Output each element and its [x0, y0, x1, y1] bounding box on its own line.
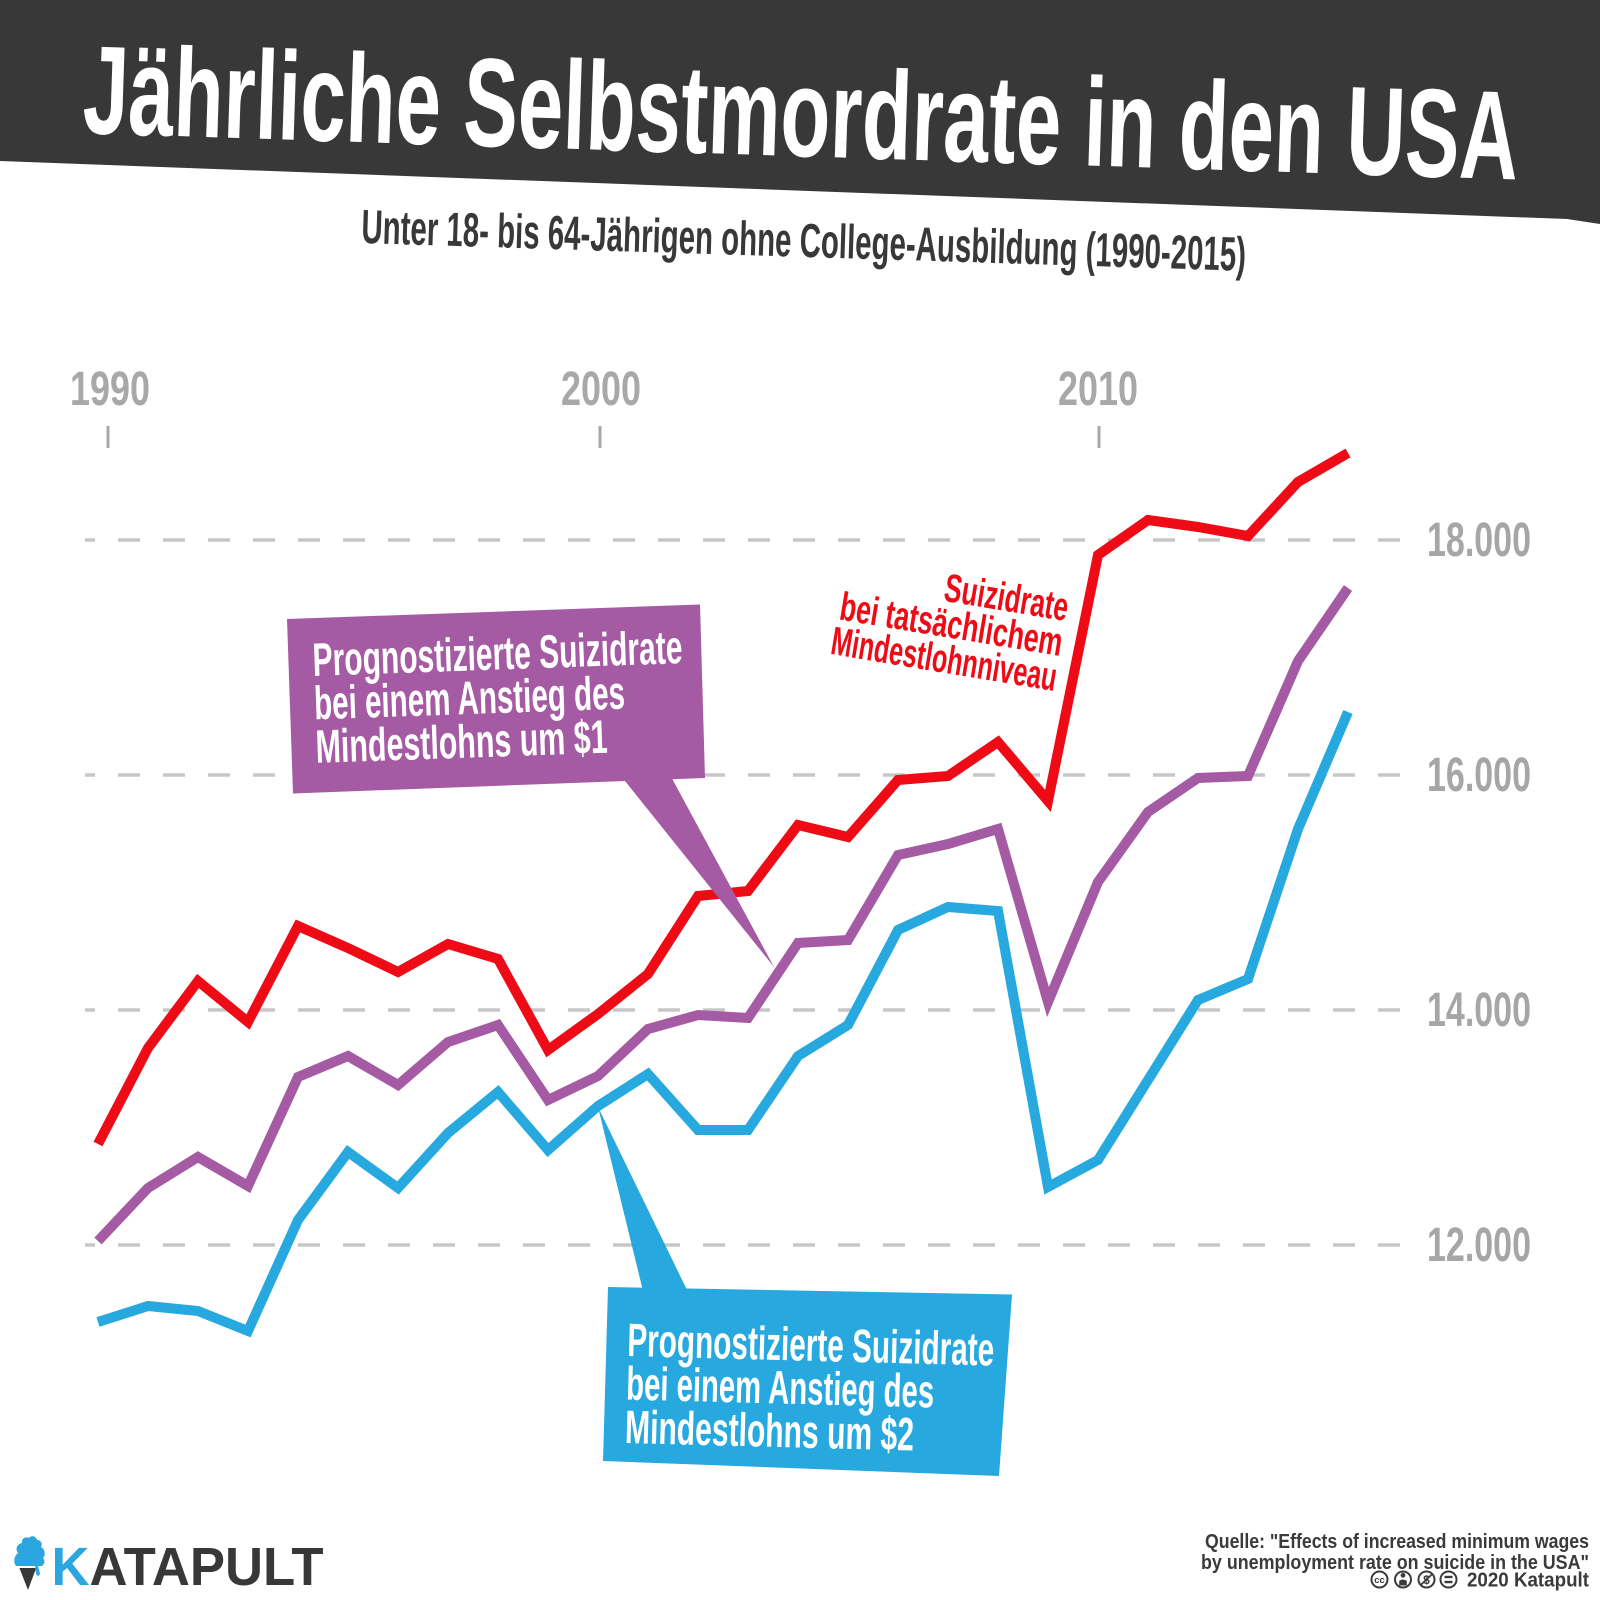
svg-text:Prognostizierte Suizidrate: Prognostizierte Suizidrate: [312, 620, 684, 686]
svg-text:Mindestlohns um $2: Mindestlohns um $2: [624, 1400, 914, 1461]
svg-text:14.000: 14.000: [1427, 984, 1531, 1037]
svg-text:2000: 2000: [561, 363, 641, 416]
svg-text:16.000: 16.000: [1427, 749, 1531, 802]
svg-text:12.000: 12.000: [1427, 1219, 1531, 1272]
svg-text:2010: 2010: [1058, 363, 1138, 416]
svg-text:by unemployment rate on suicid: by unemployment rate on suicide in the U…: [1201, 1552, 1589, 1574]
svg-text:Prognostizierte Suizidrate: Prognostizierte Suizidrate: [627, 1313, 995, 1376]
svg-text:cc: cc: [1374, 1575, 1385, 1586]
svg-text:KATAPULT: KATAPULT: [52, 1537, 324, 1597]
svg-text:1990: 1990: [70, 363, 150, 416]
svg-text:Unter 18- bis 64-Jährigen ohne: Unter 18- bis 64-Jährigen ohne College-A…: [361, 201, 1247, 282]
svg-text:bei einem Anstieg des: bei einem Anstieg des: [626, 1357, 935, 1418]
svg-text:18.000: 18.000: [1427, 514, 1531, 567]
svg-text:Mindestlohns um $1: Mindestlohns um $1: [315, 710, 609, 773]
svg-text:2020 Katapult: 2020 Katapult: [1467, 1570, 1589, 1592]
svg-text:bei einem Anstieg des: bei einem Anstieg des: [313, 666, 626, 730]
svg-text:Quelle: "Effects of increased: Quelle: "Effects of increased minimum wa…: [1205, 1531, 1589, 1553]
